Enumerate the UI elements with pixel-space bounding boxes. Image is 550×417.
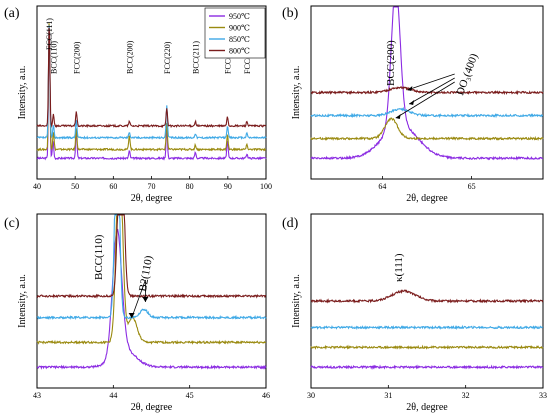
series-line-1-2	[310, 106, 544, 119]
plot-frame-2	[36, 213, 267, 389]
x-tick-label-0-0: 40	[33, 182, 41, 191]
legend-label-2: 850℃	[229, 35, 250, 44]
series-line-0-2	[36, 25, 267, 141]
x-tick-label-0-6: 100	[260, 182, 272, 191]
do3-arrow-1	[408, 77, 455, 105]
legend-label-3: 800℃	[229, 47, 250, 56]
peak-label-5: BCC(211)	[191, 41, 200, 74]
series-line-2-1	[36, 214, 267, 345]
panel-letter-3: (d)	[282, 216, 299, 231]
do3-arrowhead-0	[407, 86, 413, 91]
series-line-2-0	[36, 228, 267, 370]
b2-arrowhead-0	[128, 313, 135, 318]
series-line-3-2	[310, 324, 544, 331]
x-axis-title-1: 2θ, degree	[406, 193, 448, 204]
do3-arrow-0	[407, 73, 455, 91]
x-tick-label-3-1: 31	[384, 391, 392, 400]
do3-arrowhead-1	[409, 100, 415, 105]
x-tick-label-0-5: 90	[224, 182, 232, 191]
peak-label-3: BCC(200)	[125, 40, 134, 74]
peak-label-b2: B2(110)	[137, 254, 155, 292]
series-line-1-1	[310, 117, 544, 142]
do3-arrow-2	[395, 81, 455, 119]
legend-label-0: 950℃	[229, 12, 250, 21]
x-tick-label-2-0: 43	[33, 391, 41, 400]
series-line-0-3	[36, 27, 267, 129]
x-tick-label-2-3: 46	[262, 391, 270, 400]
series-line-3-3	[310, 289, 544, 304]
x-tick-label-1-0: 64	[378, 182, 386, 191]
do3-arrowhead-2	[395, 114, 401, 119]
panel-letter-2: (c)	[4, 216, 20, 231]
x-axis-title-2: 2θ, degree	[131, 402, 173, 413]
y-axis-title-2: Intensity, a.u.	[17, 274, 28, 328]
y-axis-title-0: Intensity, a.u.	[17, 66, 28, 120]
panel-letter-1: (b)	[282, 6, 299, 21]
x-tick-label-0-3: 70	[148, 182, 156, 191]
peak-label-do3: DO₃(400)	[454, 52, 480, 97]
x-tick-label-3-2: 32	[462, 391, 470, 400]
x-tick-label-3-3: 33	[539, 391, 547, 400]
peak-label-kappa: κ(111)	[393, 253, 405, 282]
peak-label-0: FCC(111)	[45, 18, 54, 50]
x-tick-label-0-1: 50	[71, 182, 79, 191]
legend-label-1: 900℃	[229, 24, 250, 33]
x-tick-label-0-4: 80	[186, 182, 194, 191]
x-tick-label-0-2: 60	[109, 182, 117, 191]
series-line-0-1	[36, 23, 267, 152]
series-line-3-0	[310, 364, 544, 370]
series-line-2-3	[36, 214, 267, 299]
series-line-1-3	[310, 85, 544, 96]
peak-label-bcc110: BCC(110)	[93, 234, 105, 280]
peak-label-bcc200: BCC(200)	[385, 40, 397, 86]
x-tick-label-1-1: 65	[468, 182, 476, 191]
series-line-2-2	[36, 214, 267, 321]
b2-arrowhead-1	[142, 297, 149, 302]
b2-arrow-0	[131, 279, 146, 319]
x-axis-title-3: 2θ, degree	[406, 402, 448, 413]
series-line-1-0	[310, 6, 544, 161]
peak-label-1: BCC(110)	[49, 41, 58, 74]
x-axis-title-0: 2θ, degree	[131, 193, 173, 204]
y-axis-title-1: Intensity, a.u.	[291, 66, 302, 120]
x-tick-label-3-0: 30	[307, 391, 315, 400]
y-axis-title-3: Intensity, a.u.	[291, 274, 302, 328]
series-line-3-1	[310, 344, 544, 350]
panel-letter-0: (a)	[4, 6, 20, 21]
x-tick-label-2-1: 44	[109, 391, 117, 400]
peak-label-2: FCC(200)	[72, 41, 81, 74]
x-tick-label-2-2: 45	[186, 391, 194, 400]
peak-label-4: FCC(220)	[163, 41, 172, 74]
